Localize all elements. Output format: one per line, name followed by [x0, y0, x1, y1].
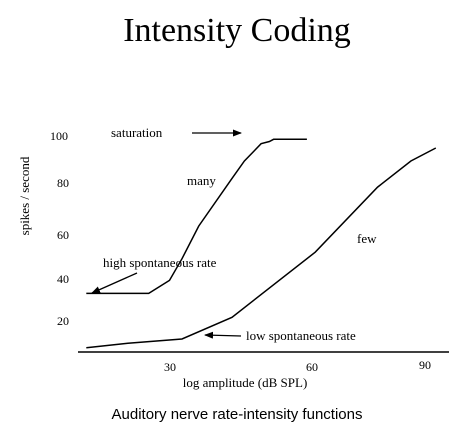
y-tick-label-40: 40 — [57, 272, 69, 286]
y-tick-label-60: 60 — [57, 228, 69, 242]
annotation-high-spontaneous-rate: high spontaneous rate — [103, 255, 217, 270]
y-tick-label-100: 100 — [50, 129, 68, 143]
x-tick-label-90: 90 — [419, 358, 431, 372]
x-tick-label-30: 30 — [164, 360, 176, 374]
annotation-low-spontaneous-rate: low spontaneous rate — [246, 328, 356, 343]
series-line-low-spontaneous-rate — [86, 147, 437, 349]
series-line-high-spontaneous-rate — [86, 138, 307, 295]
y-tick-label-80: 80 — [57, 176, 69, 190]
x-axis-label: log amplitude (dB SPL) — [183, 375, 308, 390]
low-spontaneous-arrow — [204, 331, 242, 339]
annotation-many: many — [187, 173, 216, 188]
chart-title: Intensity Coding — [123, 12, 351, 49]
x-tick-label-60: 60 — [306, 360, 318, 374]
annotation-saturation: saturation — [111, 125, 163, 140]
annotation-few: few — [357, 231, 377, 246]
chart-caption: Auditory nerve rate-intensity functions — [111, 406, 363, 423]
y-tick-label-20: 20 — [57, 314, 69, 328]
y-axis-label: spikes / second — [17, 156, 32, 235]
high-spontaneous-arrow — [91, 272, 138, 294]
